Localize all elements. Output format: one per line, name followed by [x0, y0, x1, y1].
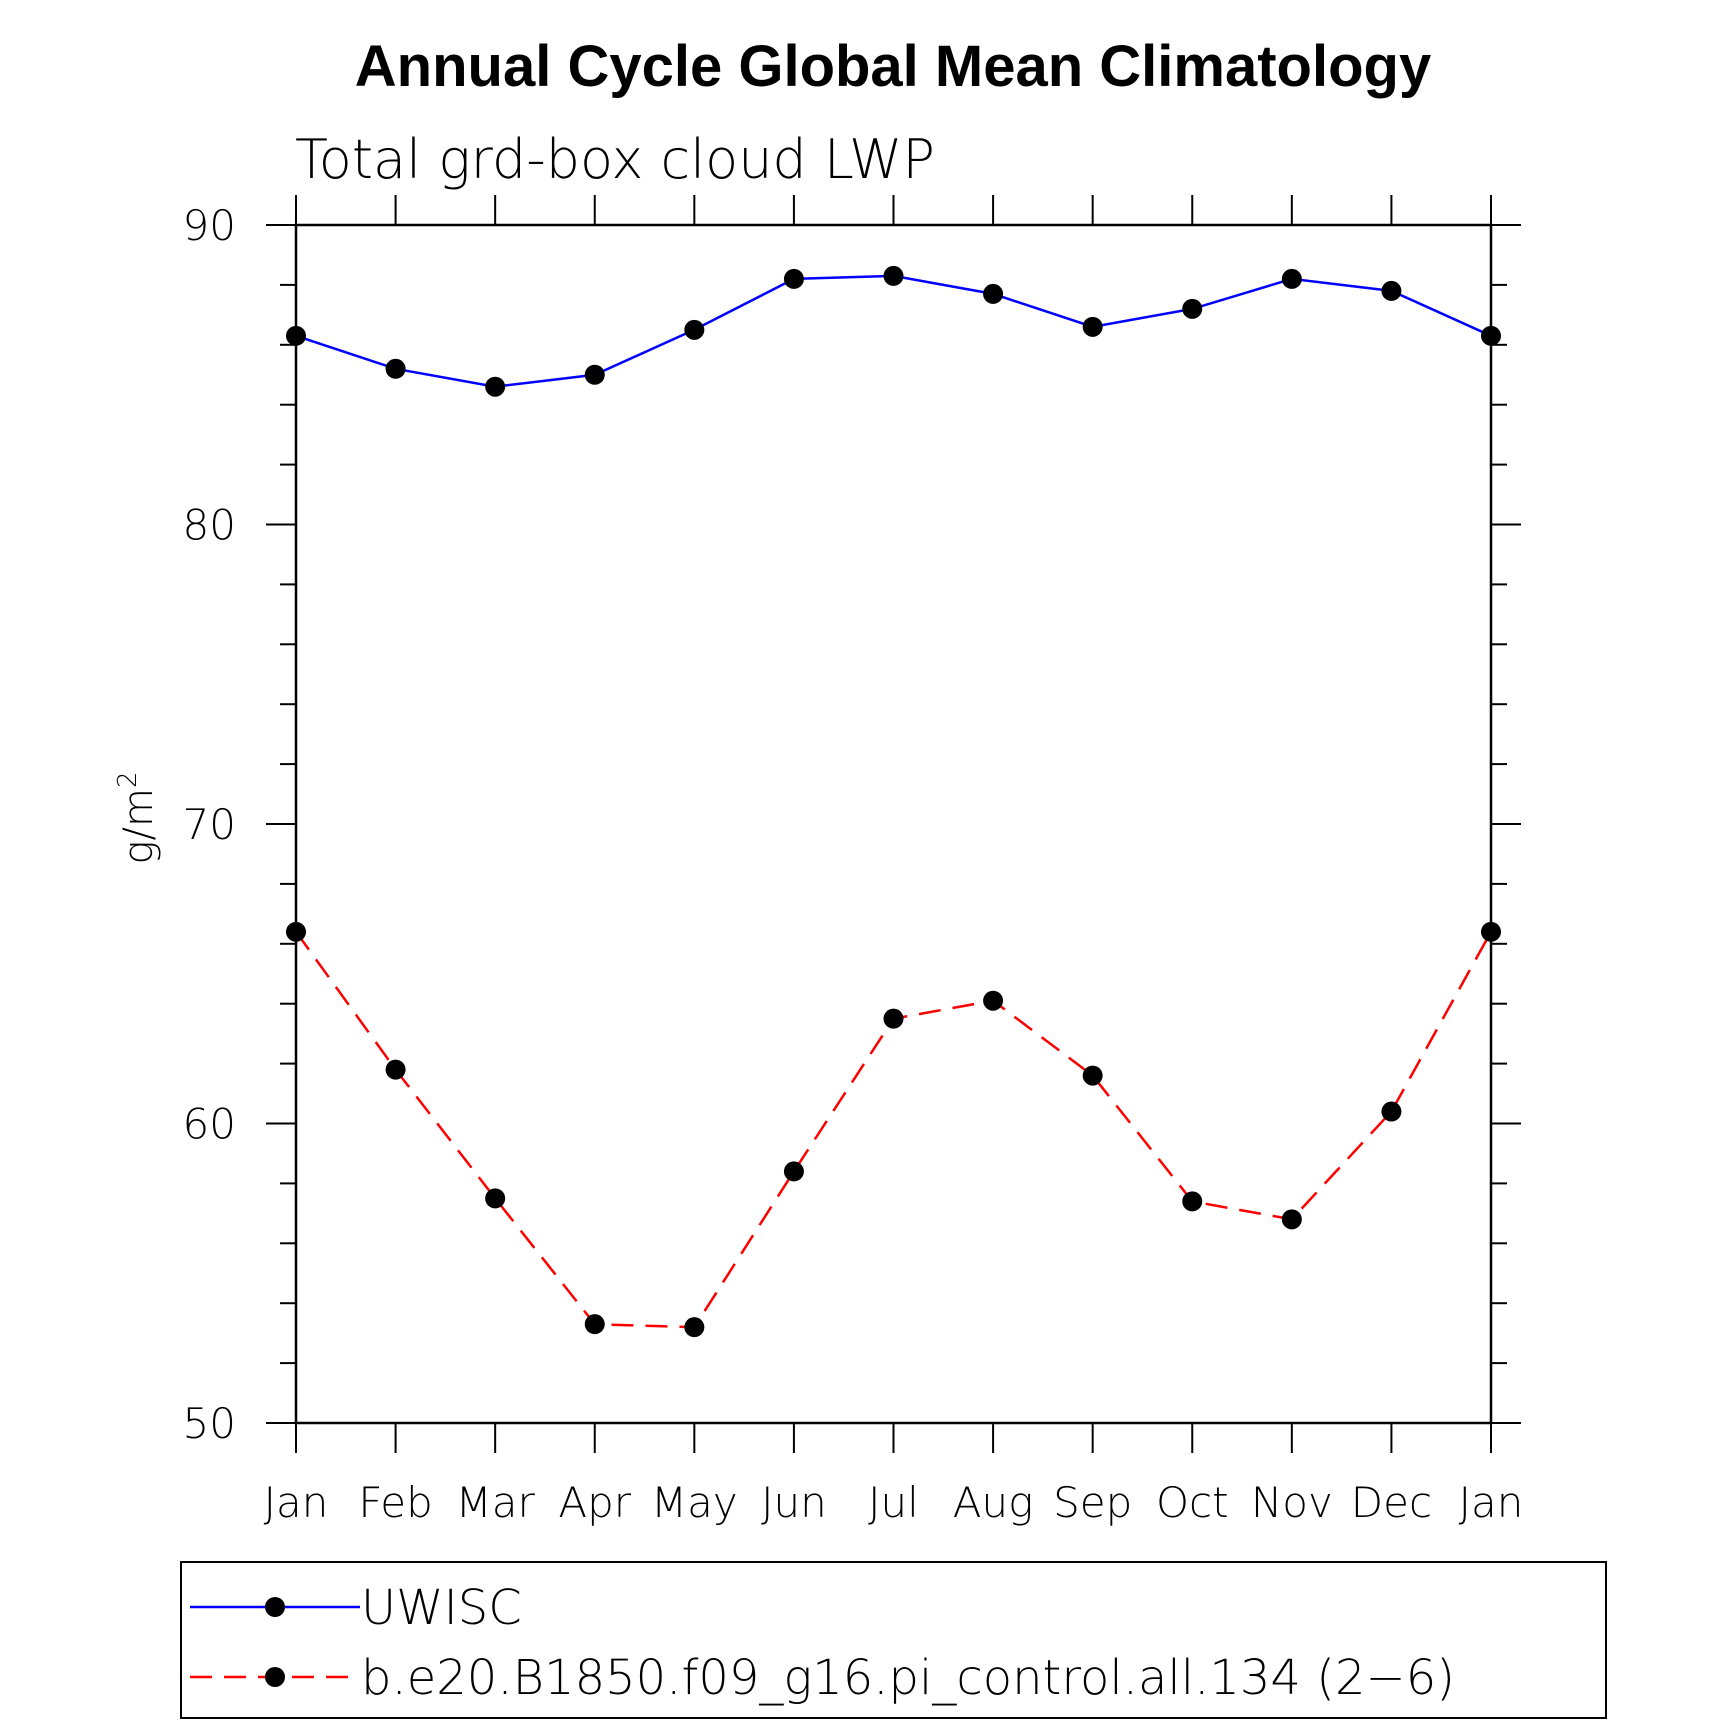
x-tick-label: Jan	[1459, 1478, 1524, 1527]
data-point-1	[1381, 1101, 1402, 1122]
legend-marker-uwisc	[265, 1597, 285, 1617]
data-point-0	[1481, 325, 1501, 346]
data-point-1	[286, 921, 306, 942]
data-point-1	[1082, 1065, 1103, 1086]
x-tick-label: Feb	[358, 1478, 432, 1527]
y-tick-label: 60	[183, 1100, 236, 1149]
data-point-1	[485, 1188, 506, 1209]
legend-marker-model	[265, 1667, 285, 1687]
x-tick-label: Aug	[953, 1478, 1034, 1527]
chart-subtitle: Total grd-box cloud LWP	[295, 128, 935, 191]
x-tick-label: Jun	[761, 1478, 827, 1527]
data-point-0	[286, 325, 306, 346]
x-tick-labels: Jan Feb Mar Apr May Jun Jul Aug Sep Oct Nov Dec Jan	[264, 1478, 1524, 1527]
data-point-0	[485, 376, 506, 397]
y-tick-label: 80	[183, 501, 236, 550]
data-point-1	[1481, 921, 1501, 942]
y-tick-label: 70	[183, 800, 236, 849]
data-point-0	[1182, 298, 1203, 319]
y-axis-label-text: g/m	[116, 788, 162, 864]
data-point-0	[385, 358, 406, 379]
data-point-1	[783, 1161, 804, 1182]
plot-frame	[294, 223, 1493, 1425]
x-tick-label: Sep	[1053, 1478, 1132, 1527]
data-point-0	[783, 268, 804, 289]
x-tick-label: Nov	[1251, 1478, 1333, 1527]
y-tick-label: 90	[183, 201, 236, 250]
legend-entry-uwisc: UWISC	[190, 1580, 522, 1636]
x-tick-label: May	[651, 1478, 738, 1527]
data-point-0	[684, 319, 705, 340]
data-point-1	[584, 1314, 605, 1335]
data-point-0	[1281, 268, 1302, 289]
data-point-0	[883, 265, 904, 286]
series-line-1	[294, 931, 1493, 1329]
series-line-0	[295, 274, 1492, 388]
x-tick-label: Oct	[1156, 1478, 1229, 1527]
y-tick-label: 50	[183, 1399, 236, 1448]
x-tick-label: Mar	[456, 1478, 536, 1527]
data-point-1	[684, 1317, 705, 1338]
y-tick-labels: 90 80 70 60 50	[183, 201, 236, 1448]
y-axis-label-superscript: 2	[113, 772, 143, 789]
x-tick-label: Jul	[868, 1478, 919, 1527]
chart-title: Annual Cycle Global Mean Climatology	[355, 34, 1431, 99]
legend-label-model: b.e20.B1850.f09_g16.pi_control.all.134 (…	[361, 1650, 1455, 1706]
x-tick-label: Apr	[558, 1478, 631, 1527]
series-group	[286, 265, 1501, 1338]
data-point-1	[385, 1059, 406, 1080]
data-point-0	[983, 283, 1004, 304]
data-point-1	[883, 1008, 904, 1029]
data-point-0	[1381, 280, 1402, 301]
data-point-0	[1082, 316, 1103, 337]
legend-entry-model: b.e20.B1850.f09_g16.pi_control.all.134 (…	[190, 1650, 1455, 1706]
data-point-1	[1281, 1209, 1302, 1230]
x-tick-label: Jan	[264, 1478, 329, 1527]
legend-box	[180, 1561, 1607, 1719]
data-point-1	[1182, 1191, 1203, 1212]
x-tick-label: Dec	[1351, 1478, 1432, 1527]
data-point-1	[983, 990, 1004, 1011]
legend-label-uwisc: UWISC	[361, 1580, 522, 1636]
plot-axes	[266, 195, 1521, 1453]
y-axis-label: g/m2	[113, 772, 162, 865]
data-point-0	[584, 364, 605, 385]
